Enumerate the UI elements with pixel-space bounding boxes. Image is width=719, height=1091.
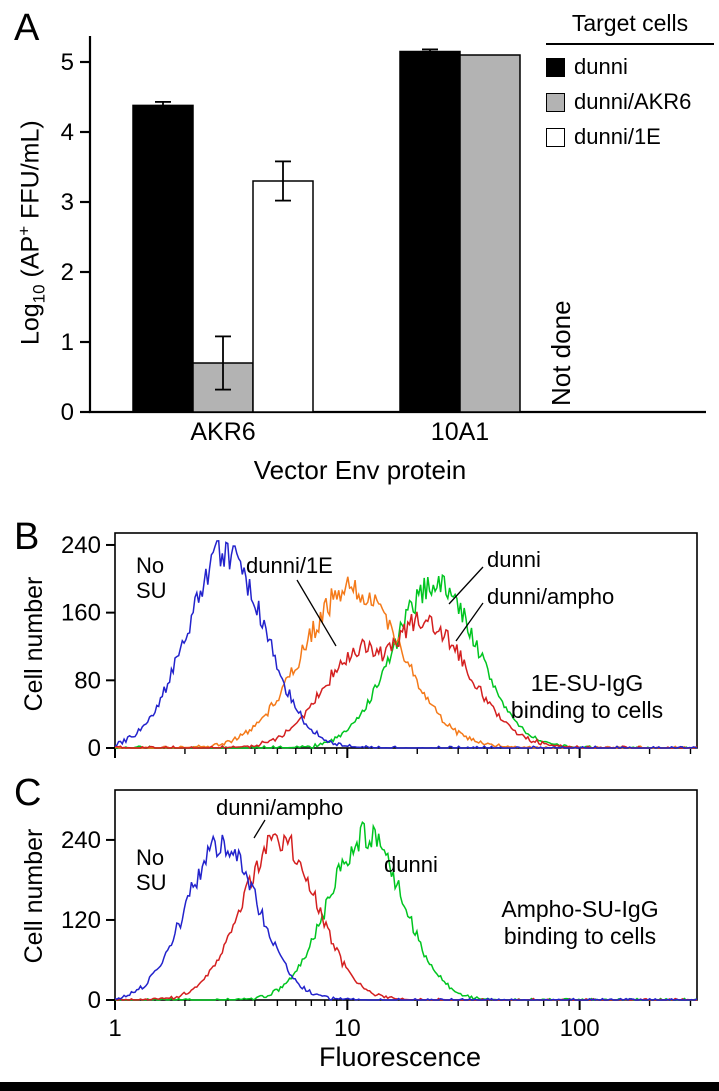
curve-No-SU [115,539,697,749]
curve-dunni-ampho [115,833,697,1001]
svg-text:120: 120 [61,907,101,934]
bar-dunni-AKR6-10A1 [459,54,521,413]
legend: Target cells dunni dunni/AKR6 dunni/1E [546,10,714,159]
curve-No-SU [115,834,697,1001]
svg-text:0: 0 [61,399,74,426]
svg-text:10: 10 [334,1015,361,1042]
curve-dunni [115,821,697,1001]
svg-text:AKR6: AKR6 [190,418,255,446]
bar-dunni-AKR6 [132,104,194,413]
curve-dunni-1E [115,576,697,749]
legend-label: dunni/AKR6 [574,89,692,114]
svg-text:240: 240 [61,532,101,559]
panel-a-label: A [14,7,40,49]
legend-item: dunni/1E [546,124,714,150]
svg-text:0: 0 [88,735,101,762]
svg-text:1: 1 [108,1015,121,1042]
panel-b-label: B [14,516,40,558]
curve-dunni-ampho [115,611,697,749]
svg-text:2: 2 [61,259,74,286]
legend-item: dunni/AKR6 [546,89,714,115]
panel-c-histogram: 0 120 240 1 10 100 [61,789,698,1042]
bottom-bar [0,1082,719,1091]
not-done-annotation: Not done [546,300,576,406]
svg-text:160: 160 [61,600,101,627]
legend-swatch [546,92,565,112]
panel-b-histogram: 0 80 160 240 [61,532,698,762]
svg-text:80: 80 [74,667,101,694]
legend-items: dunni dunni/AKR6 dunni/1E [546,54,714,150]
svg-text:100: 100 [560,1015,600,1042]
legend-label: dunni [574,54,628,79]
legend-title: Target cells [546,10,714,45]
legend-swatch [546,57,565,77]
svg-text:5: 5 [61,49,74,76]
legend-label: dunni/1E [574,124,661,149]
svg-text:240: 240 [61,827,101,854]
svg-text:4: 4 [61,119,74,146]
panel-a-bar-chart: 0 1 2 3 4 5 AKR6 10A1 Not done [61,36,706,446]
svg-text:3: 3 [61,189,74,216]
svg-text:1: 1 [61,329,74,356]
svg-text:10A1: 10A1 [431,418,489,446]
bar-dunni-10A1 [399,50,461,413]
legend-item: dunni [546,54,714,80]
bar-dunni-1E-AKR6 [252,180,314,413]
panel-c-label: C [14,772,42,814]
svg-text:0: 0 [88,987,101,1014]
legend-swatch [546,127,565,147]
